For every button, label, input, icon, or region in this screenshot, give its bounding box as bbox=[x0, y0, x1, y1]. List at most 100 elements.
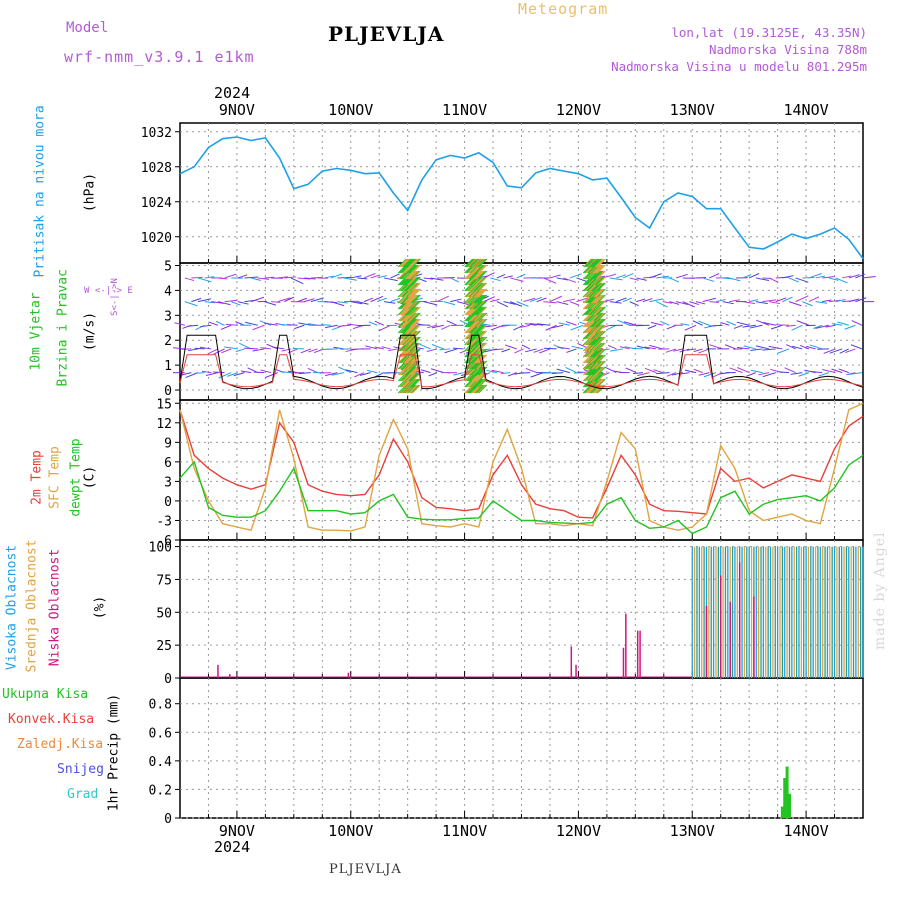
wind-arrow bbox=[549, 274, 561, 279]
wind-front-arrow bbox=[476, 336, 485, 346]
wind-front-arrow bbox=[592, 366, 601, 376]
temp-ytick-label: -6 bbox=[156, 534, 172, 549]
precip-bar-total bbox=[783, 778, 787, 818]
wind-front-arrow bbox=[407, 312, 417, 322]
wind-front-arrow bbox=[474, 264, 484, 274]
wind-front-arrow bbox=[594, 342, 604, 352]
wind-front-arrow bbox=[409, 282, 419, 292]
wind-arrow bbox=[300, 348, 312, 354]
wind-arrow bbox=[381, 346, 391, 350]
wind-arrow bbox=[431, 344, 444, 350]
wind-front-arrow bbox=[397, 258, 407, 268]
wind-arrow bbox=[290, 277, 304, 285]
wind-front-arrow bbox=[408, 306, 418, 316]
bottom-day-label: 9NOV bbox=[218, 822, 255, 840]
wind-front-arrow bbox=[595, 282, 605, 292]
wind-arrow bbox=[383, 277, 398, 282]
wind-front-arrow bbox=[595, 324, 605, 334]
wind-arrow bbox=[729, 299, 740, 303]
wind-arrow bbox=[799, 344, 810, 350]
precip-ytick-label: 0.2 bbox=[149, 783, 172, 798]
bottom-location: PLJEVLJA bbox=[329, 862, 402, 877]
wind-arrow bbox=[260, 369, 272, 374]
wind-front-arrow bbox=[478, 330, 488, 340]
wind-front-arrow bbox=[410, 342, 420, 352]
wind-arrow bbox=[642, 298, 653, 303]
pressure-unit: (hPa) bbox=[82, 172, 98, 213]
wind-arrow bbox=[244, 347, 258, 350]
wind-arrow bbox=[383, 301, 396, 304]
wind-front-arrow bbox=[401, 258, 411, 268]
wind-compass-sn: S<-|->N bbox=[110, 278, 120, 316]
wind-label-1: 10m Vjetar bbox=[28, 292, 44, 371]
wind-front-arrow bbox=[476, 366, 485, 376]
wind-front-arrow bbox=[410, 288, 420, 298]
wind-arrow bbox=[679, 348, 690, 353]
wind-front-arrow bbox=[468, 258, 478, 268]
wind-arrow bbox=[647, 324, 657, 330]
wind-front-arrow bbox=[594, 270, 604, 280]
wind-arrow bbox=[808, 273, 822, 279]
wind-front-arrow bbox=[597, 288, 606, 298]
wind-arrow bbox=[338, 366, 351, 374]
wind-front-arrow bbox=[592, 318, 601, 328]
wind-front-arrow bbox=[593, 258, 603, 268]
top-day-label: 10NOV bbox=[328, 101, 374, 119]
wind-front-arrow bbox=[477, 264, 486, 274]
wind-gust-line bbox=[179, 354, 864, 388]
wind-arrow bbox=[201, 370, 212, 374]
wind-arrow bbox=[298, 372, 311, 375]
wind-arrow bbox=[501, 348, 511, 353]
wind-arrow bbox=[622, 273, 634, 279]
wind-arrow bbox=[823, 348, 836, 354]
wind-arrow bbox=[257, 277, 270, 280]
wind-arrow bbox=[762, 372, 776, 378]
wind-front-arrow bbox=[409, 324, 419, 334]
wind-arrow bbox=[782, 275, 794, 279]
wind-arrow bbox=[231, 301, 241, 306]
wind-arrow bbox=[655, 301, 668, 308]
precip-bar-total bbox=[785, 766, 789, 818]
wind-arrow bbox=[845, 348, 856, 353]
bottom-day-label: 10NOV bbox=[328, 822, 374, 840]
wind-front-arrow bbox=[474, 294, 484, 304]
wind-front-arrow bbox=[409, 378, 419, 388]
wind-arrow bbox=[680, 372, 690, 375]
wind-arrow bbox=[423, 301, 438, 306]
wind-arrow bbox=[848, 372, 863, 376]
wind-front-arrow bbox=[409, 300, 419, 310]
wind-front-arrow bbox=[412, 312, 421, 322]
wind-front-arrow bbox=[592, 264, 601, 274]
wind-front-arrow bbox=[595, 264, 605, 274]
wind-front-arrow bbox=[464, 258, 473, 268]
precip-legend-total: Ukupna Kisa bbox=[2, 687, 89, 702]
wind-arrow bbox=[363, 273, 376, 279]
wind-arrow bbox=[485, 324, 497, 328]
wind-front-arrow bbox=[473, 324, 483, 334]
wind-speed-line bbox=[179, 334, 864, 390]
wind-arrow bbox=[308, 348, 318, 353]
wind-arrow bbox=[790, 372, 803, 375]
wind-arrow bbox=[310, 297, 324, 303]
wind-arrow bbox=[277, 276, 288, 279]
wind-front-arrow bbox=[407, 360, 417, 370]
wind-arrow bbox=[420, 369, 431, 374]
wind-arrow bbox=[756, 319, 770, 326]
wind-front-arrow bbox=[595, 318, 605, 328]
wind-front-arrow bbox=[594, 354, 604, 364]
wind-arrow bbox=[197, 277, 212, 283]
wind-front-arrow bbox=[597, 270, 606, 280]
wind-front-arrow bbox=[592, 330, 601, 340]
wind-arrow bbox=[644, 367, 657, 374]
wind-arrow bbox=[539, 348, 551, 354]
wind-front-arrow bbox=[592, 270, 601, 280]
wind-arrow bbox=[251, 277, 261, 281]
wind-front-arrow bbox=[477, 354, 486, 364]
precip-ytick-label: 0.6 bbox=[149, 726, 172, 741]
wind-front-arrow bbox=[412, 258, 421, 268]
wind-front-arrow bbox=[597, 282, 606, 292]
wind-arrow bbox=[715, 299, 726, 303]
wind-front-arrow bbox=[412, 354, 421, 364]
meteogram-label: Meteogram bbox=[518, 0, 609, 18]
wind-front-arrow bbox=[473, 300, 483, 310]
